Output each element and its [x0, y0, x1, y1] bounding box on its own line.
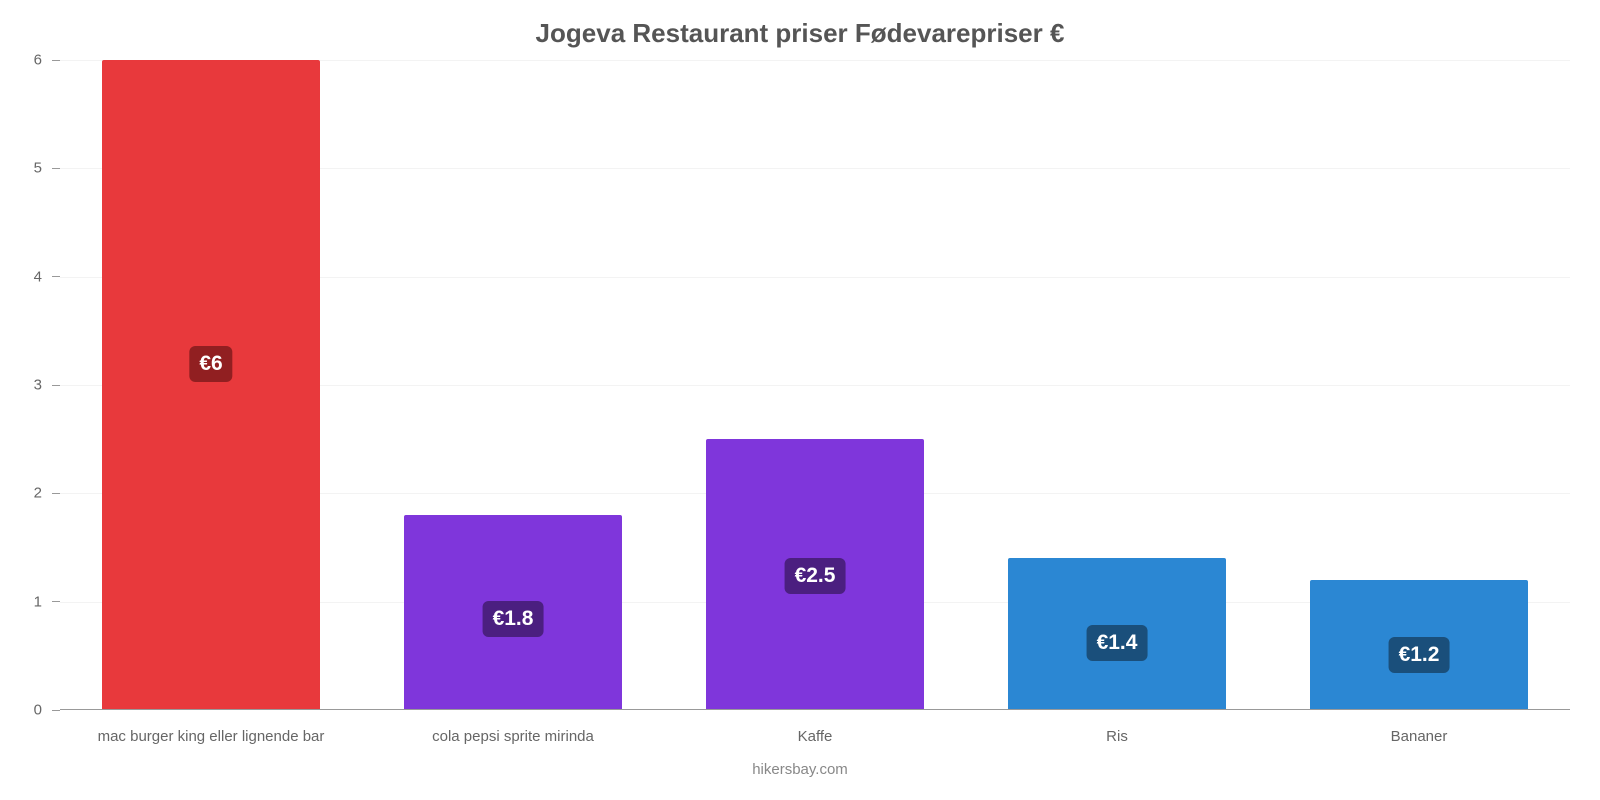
price-bar-chart: Jogeva Restaurant priser Fødevarepriser …: [0, 0, 1600, 800]
x-axis-label: Bananer: [1268, 728, 1570, 745]
x-axis-labels: mac burger king eller lignende barcola p…: [60, 728, 1570, 745]
y-tick: [52, 60, 60, 61]
y-tick-label: 6: [34, 52, 42, 69]
y-tick-label: 5: [34, 160, 42, 177]
y-tick: [52, 710, 60, 711]
value-badge: €1.8: [483, 601, 544, 637]
x-axis-label: Kaffe: [664, 728, 966, 745]
x-axis-label: cola pepsi sprite mirinda: [362, 728, 664, 745]
bar: €1.2: [1310, 580, 1527, 710]
bar-slot: €1.4: [966, 60, 1268, 710]
value-badge: €6: [189, 346, 232, 382]
y-tick: [52, 168, 60, 169]
x-axis-label: mac burger king eller lignende bar: [60, 728, 362, 745]
y-tick-label: 0: [34, 702, 42, 719]
x-axis-line: [60, 709, 1570, 710]
y-tick-label: 1: [34, 593, 42, 610]
value-badge: €1.4: [1087, 625, 1148, 661]
bar-slot: €2.5: [664, 60, 966, 710]
attribution-text: hikersbay.com: [0, 761, 1600, 778]
y-tick-label: 3: [34, 377, 42, 394]
chart-title: Jogeva Restaurant priser Fødevarepriser …: [0, 18, 1600, 49]
y-tick: [52, 601, 60, 602]
bar: €6: [102, 60, 319, 710]
bar: €1.4: [1008, 558, 1225, 710]
plot-area: 0123456 €6€1.8€2.5€1.4€1.2: [60, 60, 1570, 710]
value-badge: €2.5: [785, 558, 846, 594]
bar-slot: €6: [60, 60, 362, 710]
y-tick-label: 4: [34, 268, 42, 285]
y-tick-label: 2: [34, 485, 42, 502]
y-tick: [52, 493, 60, 494]
bar-slot: €1.8: [362, 60, 664, 710]
value-badge: €1.2: [1389, 637, 1450, 673]
bar-slot: €1.2: [1268, 60, 1570, 710]
y-tick: [52, 385, 60, 386]
bar: €2.5: [706, 439, 923, 710]
x-axis-label: Ris: [966, 728, 1268, 745]
y-tick: [52, 276, 60, 277]
bars-row: €6 €1.8 €2.5 €1.4 €1.2: [60, 60, 1570, 710]
bar: €1.8: [404, 515, 621, 710]
